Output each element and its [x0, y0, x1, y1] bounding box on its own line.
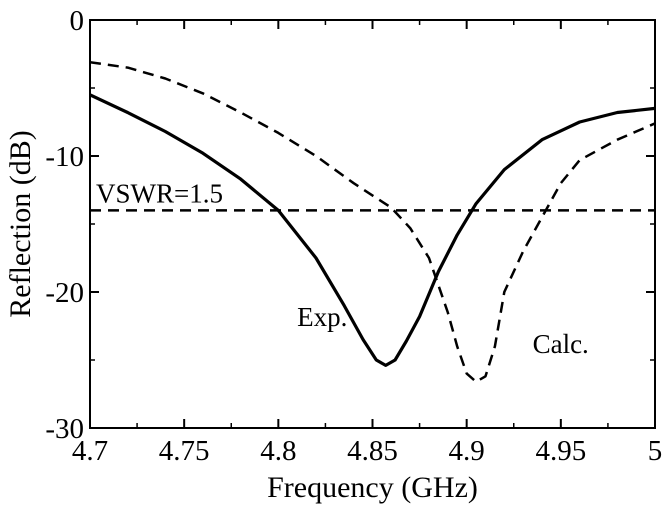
tick-labels: 4.7 4.75 4.8 4.85 4.9 4.95 5 0 -10 -20 -30: [45, 5, 662, 467]
y-tick-label: 0: [70, 5, 85, 37]
series-group: [90, 60, 655, 384]
plot-frame: [89, 19, 656, 429]
x-tick-label: 5: [648, 435, 663, 467]
y-axis-label: Reflection (dB): [4, 130, 37, 317]
y-tick-label: -20: [45, 277, 84, 309]
annotation-2: Calc.: [533, 329, 589, 359]
x-tick-label: 4.8: [260, 435, 296, 467]
x-tick-label: 4.7: [72, 435, 108, 467]
annotation-1: Exp.: [297, 302, 347, 332]
axis-ticks: [89, 19, 656, 429]
x-tick-label: 4.9: [449, 435, 485, 467]
y-tick-label: -30: [45, 413, 84, 445]
x-tick-label: 4.75: [159, 435, 210, 467]
x-axis-label: Frequency (GHz): [267, 471, 478, 504]
y-tick-label: -10: [45, 141, 84, 173]
x-tick-label: 4.85: [347, 435, 398, 467]
x-tick-label: 4.95: [535, 435, 586, 467]
annotations: VSWR=1.5 Exp. Calc.: [96, 178, 589, 359]
annotation-0: VSWR=1.5: [96, 178, 223, 208]
series-0-line: [90, 93, 655, 367]
